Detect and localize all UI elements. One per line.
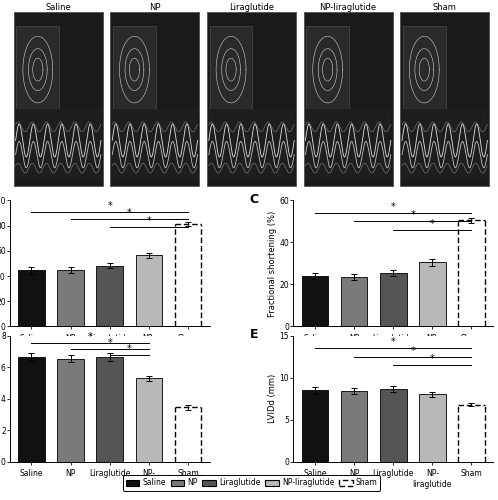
Text: C: C	[249, 193, 258, 206]
Bar	[135, 378, 162, 462]
Text: Sham: Sham	[433, 2, 457, 12]
Bar	[97, 357, 123, 462]
Bar	[458, 404, 485, 462]
Bar	[400, 12, 489, 186]
Bar	[113, 26, 156, 113]
Y-axis label: Fractional shortening (%): Fractional shortening (%)	[268, 210, 277, 316]
Bar	[14, 12, 103, 186]
Bar	[135, 256, 162, 326]
Bar	[458, 220, 485, 326]
Bar	[111, 12, 199, 186]
Bar	[403, 26, 446, 113]
Text: NP-liraglutide: NP-liraglutide	[320, 2, 376, 12]
Bar	[175, 224, 201, 326]
Bar	[302, 276, 328, 326]
Text: *: *	[127, 208, 131, 218]
Text: *: *	[430, 219, 435, 229]
Text: *: *	[127, 344, 131, 354]
Text: Saline: Saline	[45, 2, 71, 12]
Bar	[304, 12, 392, 186]
Bar	[419, 262, 446, 326]
Bar	[402, 110, 488, 178]
Legend: Saline, NP, Liraglutide, NP-liraglutide, Sham: Saline, NP, Liraglutide, NP-liraglutide,…	[123, 476, 380, 490]
Bar	[380, 389, 406, 462]
Bar	[207, 12, 296, 186]
Bar	[57, 270, 84, 326]
Text: *: *	[391, 202, 395, 212]
Text: Liraglutide: Liraglutide	[229, 2, 274, 12]
Bar	[305, 110, 391, 178]
Text: *: *	[410, 210, 415, 220]
Bar	[97, 266, 123, 326]
Bar	[112, 110, 198, 178]
Text: E: E	[249, 328, 258, 341]
Bar	[306, 26, 349, 113]
Text: A: A	[7, 0, 17, 3]
Bar	[419, 394, 446, 462]
Y-axis label: LVIDd (mm): LVIDd (mm)	[268, 374, 277, 424]
Text: *: *	[430, 354, 435, 364]
Bar	[209, 110, 294, 178]
Bar	[341, 391, 368, 462]
Bar	[18, 357, 45, 462]
Bar	[302, 390, 328, 462]
Text: *: *	[410, 346, 415, 356]
Bar	[18, 270, 45, 326]
Bar	[380, 273, 406, 326]
Bar	[175, 408, 201, 462]
Bar	[57, 358, 84, 462]
Bar	[15, 110, 101, 178]
Text: *: *	[88, 332, 93, 342]
Text: NP: NP	[149, 2, 161, 12]
Text: *: *	[146, 216, 151, 226]
Text: *: *	[391, 338, 395, 347]
Bar	[16, 26, 59, 113]
Bar	[341, 277, 368, 326]
Bar	[210, 26, 252, 113]
Text: *: *	[108, 338, 112, 348]
Text: *: *	[108, 201, 112, 211]
